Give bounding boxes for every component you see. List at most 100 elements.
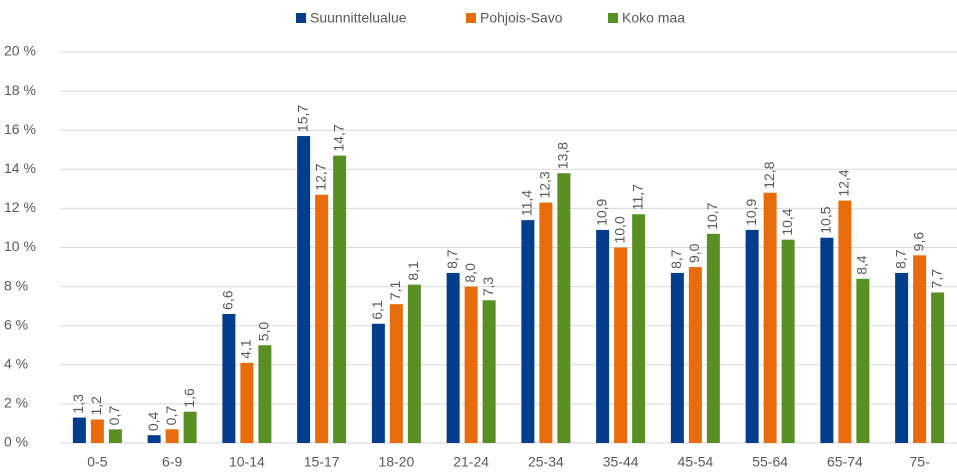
value-label: 11,7: [629, 184, 645, 210]
bar: [706, 233, 720, 443]
value-label: 8,1: [405, 261, 421, 281]
bar: [521, 220, 535, 443]
legend-label: Pohjois-Savo: [480, 10, 563, 26]
bar: [596, 229, 610, 443]
bar: [183, 411, 197, 443]
bar: [895, 272, 909, 443]
bar: [240, 362, 254, 443]
bar: [632, 214, 646, 443]
legend-swatch: [608, 13, 618, 23]
bar: [745, 229, 759, 443]
bar: [670, 272, 684, 443]
bar: [931, 292, 945, 443]
value-label: 1,3: [70, 394, 86, 414]
y-tick-label: 16 %: [4, 121, 36, 137]
bar: [165, 429, 179, 443]
y-tick-label: 2 %: [4, 395, 28, 411]
value-label: 8,7: [444, 249, 460, 269]
x-tick-label: 6-9: [162, 454, 182, 470]
bar: [446, 272, 460, 443]
bar: [820, 237, 834, 443]
value-label: 12,7: [312, 163, 328, 190]
bar: [222, 313, 236, 443]
bar: [464, 286, 478, 443]
bar: [557, 173, 571, 443]
value-label: 1,2: [88, 396, 104, 416]
value-label: 10,0: [611, 216, 627, 243]
value-label: 8,7: [668, 249, 684, 269]
bar: [482, 300, 496, 443]
value-label: 15,7: [294, 105, 310, 132]
value-label: 8,0: [462, 263, 478, 283]
value-label: 6,1: [369, 300, 385, 320]
bar: [315, 194, 329, 443]
value-label: 7,1: [387, 281, 403, 301]
bar: [407, 284, 421, 443]
value-label: 12,4: [836, 169, 852, 196]
value-label: 0,7: [106, 406, 122, 426]
bar: [856, 278, 870, 443]
x-tick-label: 65-74: [827, 454, 863, 470]
value-label: 7,7: [928, 269, 944, 289]
value-label: 0,7: [163, 406, 179, 426]
bar: [72, 417, 86, 443]
bar: [781, 239, 795, 443]
value-label: 1,6: [181, 388, 197, 408]
legend-swatch: [466, 13, 476, 23]
bar: [371, 323, 385, 443]
y-tick-label: 10 %: [4, 238, 36, 254]
x-tick-label: 25-34: [528, 454, 564, 470]
y-tick-label: 4 %: [4, 356, 28, 372]
bar: [297, 136, 311, 443]
y-tick-label: 12 %: [4, 199, 36, 215]
bar: [688, 267, 702, 443]
value-label: 12,3: [537, 171, 553, 198]
x-tick-label: 21-24: [453, 454, 489, 470]
x-tick-label: 75-: [910, 454, 931, 470]
bar: [258, 345, 272, 443]
x-tick-label: 45-54: [677, 454, 713, 470]
value-label: 9,0: [686, 243, 702, 263]
x-tick-label: 10-14: [229, 454, 265, 470]
bar: [913, 255, 927, 443]
x-tick-label: 0-5: [87, 454, 107, 470]
bar: [389, 304, 403, 443]
bar: [108, 429, 122, 443]
x-tick-label: 35-44: [603, 454, 639, 470]
value-label: 13,8: [555, 142, 571, 169]
bar: [539, 202, 553, 443]
value-label: 11,4: [519, 190, 535, 216]
value-label: 10,7: [704, 202, 720, 229]
value-label: 14,7: [330, 124, 346, 151]
x-tick-label: 55-64: [752, 454, 788, 470]
y-tick-label: 20 %: [4, 43, 36, 59]
value-label: 8,4: [854, 255, 870, 275]
legend-swatch: [296, 13, 306, 23]
value-label: 9,6: [910, 232, 926, 252]
legend-label: Suunnittelualue: [310, 10, 407, 26]
value-label: 10,4: [779, 208, 795, 235]
value-label: 8,7: [892, 249, 908, 269]
legend-label: Koko maa: [622, 10, 685, 26]
bar: [614, 247, 628, 443]
bar: [763, 192, 777, 443]
value-label: 7,3: [480, 277, 496, 297]
value-label: 0,4: [145, 412, 161, 432]
value-label: 10,9: [593, 198, 609, 225]
value-label: 10,5: [818, 206, 834, 233]
y-tick-label: 0 %: [4, 434, 28, 450]
value-label: 6,6: [220, 290, 236, 310]
x-tick-label: 15-17: [304, 454, 340, 470]
y-tick-label: 18 %: [4, 82, 36, 98]
y-tick-label: 6 %: [4, 316, 28, 332]
bar: [147, 435, 161, 443]
x-tick-label: 18-20: [378, 454, 414, 470]
value-label: 10,9: [743, 198, 759, 225]
bar: [90, 419, 104, 443]
y-tick-label: 14 %: [4, 160, 36, 176]
value-label: 12,8: [761, 161, 777, 188]
bar: [838, 200, 852, 443]
value-label: 5,0: [256, 322, 272, 342]
y-tick-label: 8 %: [4, 277, 28, 293]
